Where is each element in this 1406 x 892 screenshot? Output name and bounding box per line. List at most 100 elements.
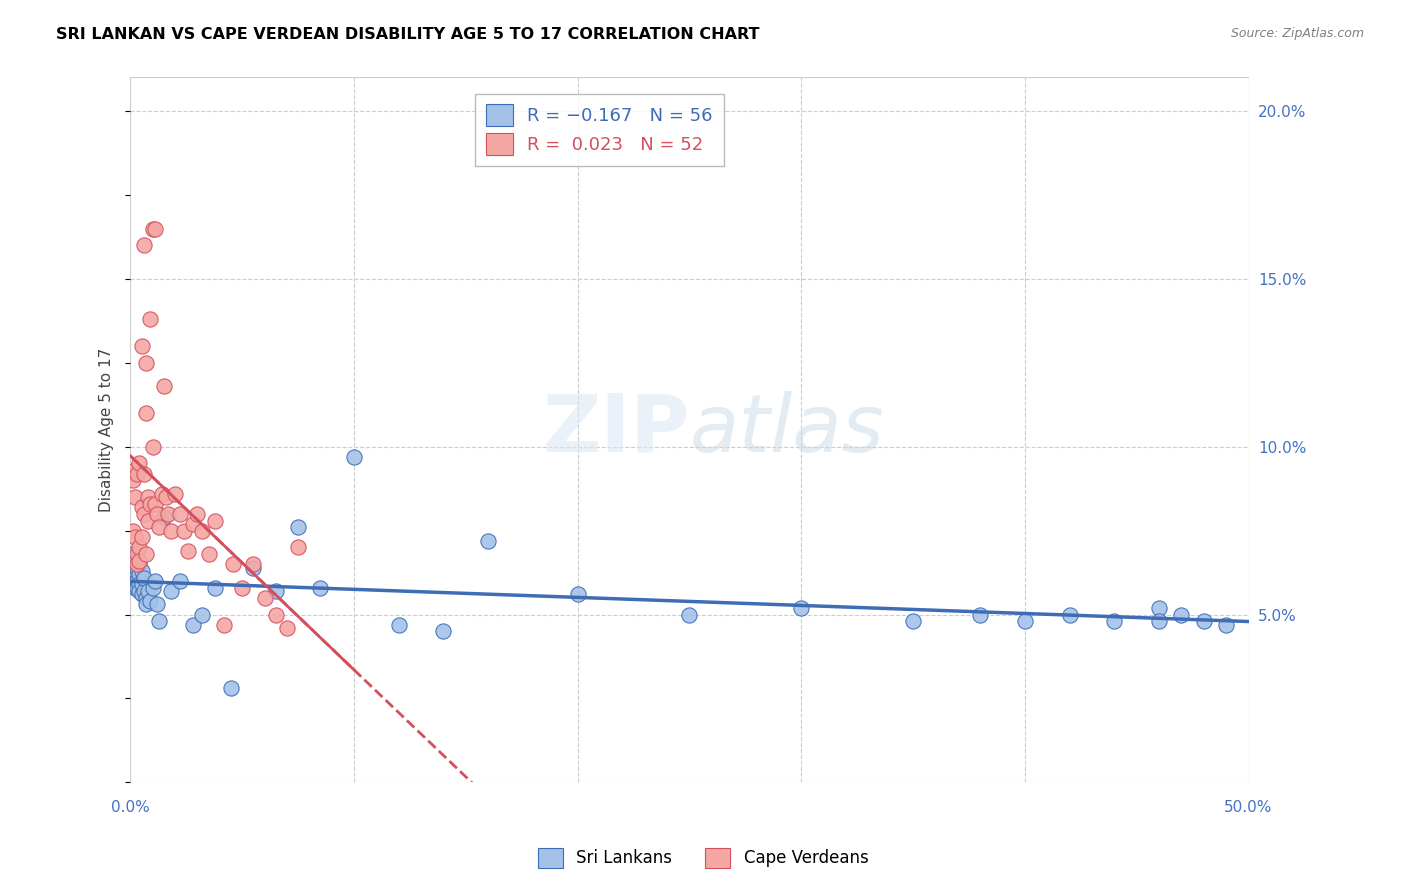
Point	[901, 614, 924, 628]
Point	[181, 516, 204, 531]
Point	[139, 594, 162, 608]
Point	[169, 507, 191, 521]
Point	[264, 607, 287, 622]
Point	[1059, 607, 1081, 622]
Point	[253, 591, 276, 605]
Point	[125, 467, 148, 481]
Legend: R = −0.167   N = 56, R =  0.023   N = 52: R = −0.167 N = 56, R = 0.023 N = 52	[475, 94, 724, 166]
Point	[148, 520, 170, 534]
Point	[153, 379, 176, 393]
Point	[136, 490, 159, 504]
Point	[125, 567, 148, 582]
Point	[143, 497, 166, 511]
Point	[136, 584, 159, 599]
Point	[1147, 614, 1170, 628]
Point	[146, 598, 169, 612]
Text: ZIP: ZIP	[543, 391, 689, 469]
Point	[121, 547, 143, 561]
Point	[135, 356, 157, 370]
Point	[214, 617, 236, 632]
Point	[1170, 607, 1192, 622]
Point	[124, 463, 146, 477]
Point	[1014, 614, 1036, 628]
Point	[142, 221, 165, 235]
Point	[125, 547, 148, 561]
Point	[343, 450, 366, 464]
Point	[159, 584, 181, 599]
Point	[121, 558, 143, 572]
Point	[121, 473, 143, 487]
Point	[204, 581, 226, 595]
Point	[136, 514, 159, 528]
Point	[204, 514, 226, 528]
Point	[128, 541, 150, 555]
Point	[177, 543, 200, 558]
Point	[191, 524, 214, 538]
Point	[132, 238, 155, 252]
Point	[276, 621, 298, 635]
Point	[432, 624, 454, 639]
Point	[242, 558, 264, 572]
Point	[132, 507, 155, 521]
Point	[128, 558, 150, 572]
Point	[146, 507, 169, 521]
Point	[678, 607, 700, 622]
Point	[121, 524, 143, 538]
Point	[567, 587, 589, 601]
Point	[155, 490, 177, 504]
Y-axis label: Disability Age 5 to 17: Disability Age 5 to 17	[100, 348, 114, 512]
Point	[124, 581, 146, 595]
Point	[124, 564, 146, 578]
Point	[150, 486, 173, 500]
Point	[135, 598, 157, 612]
Point	[142, 581, 165, 595]
Point	[969, 607, 991, 622]
Point	[131, 500, 153, 515]
Point	[124, 530, 146, 544]
Point	[1147, 600, 1170, 615]
Point	[222, 558, 245, 572]
Point	[264, 584, 287, 599]
Point	[143, 574, 166, 588]
Point	[132, 571, 155, 585]
Point	[132, 467, 155, 481]
Text: SRI LANKAN VS CAPE VERDEAN DISABILITY AGE 5 TO 17 CORRELATION CHART: SRI LANKAN VS CAPE VERDEAN DISABILITY AG…	[56, 27, 759, 42]
Point	[131, 577, 153, 591]
Point	[139, 497, 162, 511]
Text: 0.0%: 0.0%	[111, 800, 149, 815]
Point	[287, 520, 309, 534]
Point	[135, 547, 157, 561]
Text: Source: ZipAtlas.com: Source: ZipAtlas.com	[1230, 27, 1364, 40]
Point	[135, 591, 157, 605]
Point	[790, 600, 813, 615]
Point	[139, 312, 162, 326]
Point	[242, 560, 264, 574]
Point	[125, 558, 148, 572]
Point	[121, 567, 143, 582]
Point	[169, 574, 191, 588]
Point	[181, 617, 204, 632]
Point	[135, 406, 157, 420]
Point	[231, 581, 253, 595]
Text: 50.0%: 50.0%	[1225, 800, 1272, 815]
Point	[148, 614, 170, 628]
Point	[125, 581, 148, 595]
Point	[159, 524, 181, 538]
Point	[131, 530, 153, 544]
Point	[191, 607, 214, 622]
Point	[124, 554, 146, 568]
Point	[186, 507, 208, 521]
Point	[153, 510, 176, 524]
Point	[128, 567, 150, 582]
Point	[1192, 614, 1215, 628]
Point	[132, 584, 155, 599]
Point	[309, 581, 332, 595]
Point	[165, 486, 187, 500]
Point	[1104, 614, 1126, 628]
Point	[128, 554, 150, 568]
Point	[477, 533, 499, 548]
Point	[128, 584, 150, 599]
Point	[157, 507, 180, 521]
Point	[131, 587, 153, 601]
Point	[124, 574, 146, 588]
